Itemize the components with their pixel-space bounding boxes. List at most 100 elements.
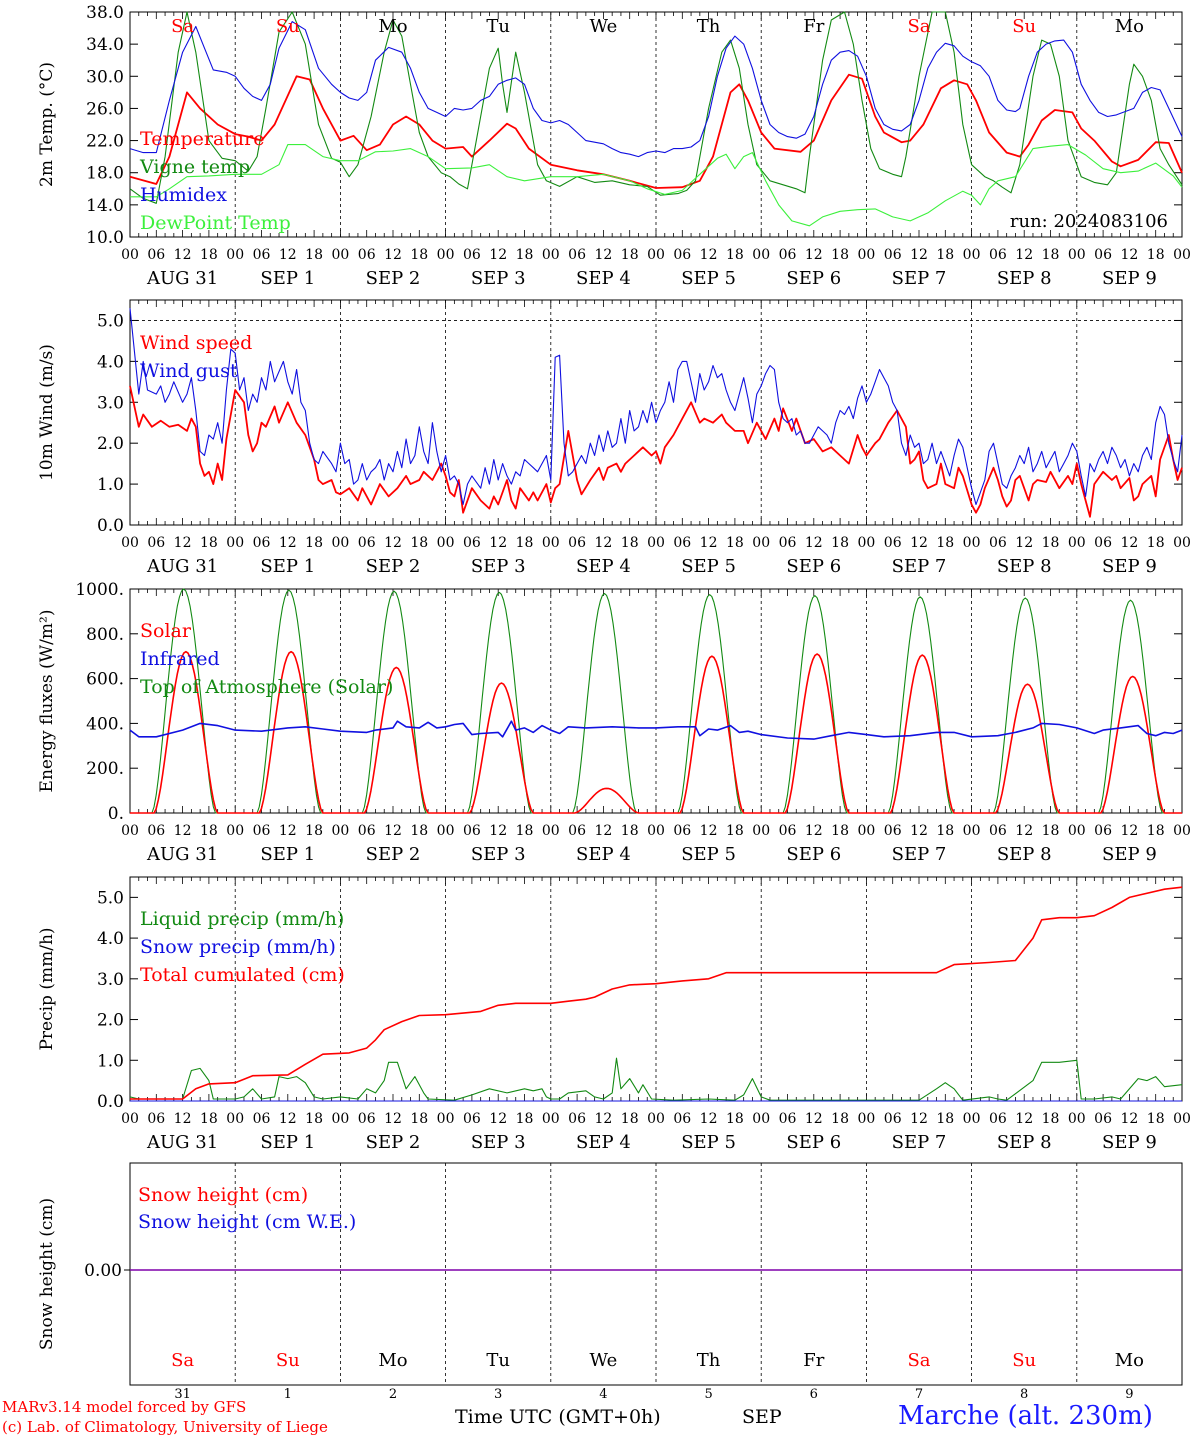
x-day-label: SEP 7 xyxy=(892,556,947,577)
series-line-total-cumulated xyxy=(130,886,1183,1100)
x-hour-label: 00 xyxy=(857,823,875,839)
x-hour-label: 06 xyxy=(673,535,691,551)
y-axis-label-0: 2m Temp. (°C) xyxy=(37,62,57,187)
x-hour-label: 00 xyxy=(226,1111,244,1127)
x-hour-label: 12 xyxy=(489,1111,507,1127)
y-tick-label: 14.0 xyxy=(86,196,124,216)
y-tick-label: 10.0 xyxy=(86,228,124,248)
weekday-label: Su xyxy=(276,1350,300,1371)
y-tick-label: 26.0 xyxy=(86,99,124,119)
x-hour-label: 00 xyxy=(542,1111,560,1127)
x-hour-label: 18 xyxy=(831,1111,849,1127)
legend-top-of-atmosphere-solar-: Top of Atmosphere (Solar) xyxy=(140,676,393,698)
x-hour-label: 06 xyxy=(253,247,271,263)
weekday-label: We xyxy=(590,1350,618,1371)
y-tick-label: 400. xyxy=(86,714,124,734)
y-tick-label: 4.0 xyxy=(97,929,124,949)
x-hour-label: 00 xyxy=(121,247,139,263)
x-hour-label: 06 xyxy=(779,247,797,263)
x-hour-label: 06 xyxy=(884,1111,902,1127)
series-line-wind-gust xyxy=(129,308,1183,506)
weekday-label: Tu xyxy=(486,1350,510,1371)
x-day-number: 6 xyxy=(810,1387,818,1402)
x-hour-label: 18 xyxy=(410,823,428,839)
legend-wind-speed: Wind speed xyxy=(140,332,252,354)
weekday-label: Mo xyxy=(378,1350,407,1371)
x-day-label: SEP 3 xyxy=(471,844,526,865)
x-hour-label: 00 xyxy=(1068,247,1086,263)
x-hour-label: 12 xyxy=(489,535,507,551)
x-day-number: 8 xyxy=(1020,1387,1028,1402)
x-hour-label: 00 xyxy=(647,823,665,839)
y-tick-label: 1000. xyxy=(75,580,124,600)
legend-dewpoint-temp: DewPoint Temp xyxy=(140,212,291,234)
weekday-label: Mo xyxy=(1115,1350,1144,1371)
x-hour-label: 18 xyxy=(1042,535,1060,551)
x-day-number: 4 xyxy=(599,1387,607,1402)
x-hour-label: 18 xyxy=(1042,247,1060,263)
legend-infrared: Infrared xyxy=(140,648,220,670)
x-hour-label: 18 xyxy=(1147,247,1165,263)
x-day-label: SEP 8 xyxy=(997,556,1052,577)
x-hour-label: 00 xyxy=(647,1111,665,1127)
x-hour-label: 06 xyxy=(989,247,1007,263)
x-day-label: SEP 2 xyxy=(366,556,421,577)
x-hour-label: 06 xyxy=(884,535,902,551)
y-tick-label: 38.0 xyxy=(86,3,124,23)
x-hour-label: 12 xyxy=(700,247,718,263)
x-hour-label: 06 xyxy=(253,535,271,551)
time-axis-label: Time UTC (GMT+0h) xyxy=(455,1406,661,1428)
y-tick-label: 3.0 xyxy=(97,393,124,413)
x-hour-label: 18 xyxy=(516,823,534,839)
x-hour-label: 18 xyxy=(516,535,534,551)
x-hour-label: 06 xyxy=(358,1111,376,1127)
weekday-label: Sa xyxy=(171,1350,194,1371)
x-hour-label: 06 xyxy=(463,1111,481,1127)
x-hour-label: 18 xyxy=(726,1111,744,1127)
y-tick-label: 0.0 xyxy=(97,1092,124,1112)
x-day-label: SEP 2 xyxy=(366,844,421,865)
x-hour-label: 00 xyxy=(857,535,875,551)
x-hour-label: 18 xyxy=(621,247,639,263)
x-hour-label: 12 xyxy=(910,535,928,551)
x-hour-label: 00 xyxy=(963,535,981,551)
x-hour-label: 12 xyxy=(489,823,507,839)
x-day-label: SEP 5 xyxy=(681,844,736,865)
x-hour-label: 12 xyxy=(594,823,612,839)
series-line-humidex xyxy=(129,21,1183,158)
x-day-number: 31 xyxy=(174,1387,191,1402)
x-hour-label: 12 xyxy=(384,823,402,839)
x-day-label: SEP 4 xyxy=(576,268,631,289)
x-hour-label: 18 xyxy=(831,247,849,263)
x-hour-label: 12 xyxy=(910,823,928,839)
weekday-label: Mo xyxy=(378,16,407,37)
x-day-label: SEP 4 xyxy=(576,556,631,577)
x-hour-label: 00 xyxy=(963,1111,981,1127)
x-hour-label: 18 xyxy=(410,1111,428,1127)
y-tick-label: 200. xyxy=(86,759,124,779)
x-hour-label: 12 xyxy=(700,1111,718,1127)
x-hour-label: 06 xyxy=(568,535,586,551)
x-hour-label: 18 xyxy=(1147,823,1165,839)
y-axis-label-4: Snow height (cm) xyxy=(37,1198,57,1350)
x-hour-label: 12 xyxy=(1015,247,1033,263)
weekday-label: Th xyxy=(697,1350,721,1371)
series-line-toa-solar xyxy=(130,588,1182,814)
x-hour-label: 06 xyxy=(1094,823,1112,839)
y-tick-label: 22.0 xyxy=(86,132,124,152)
x-day-label: SEP 5 xyxy=(681,556,736,577)
y-tick-label: 1.0 xyxy=(97,475,124,495)
x-hour-label: 00 xyxy=(963,823,981,839)
x-hour-label: 06 xyxy=(147,247,165,263)
weekday-label: Su xyxy=(1012,1350,1036,1371)
x-hour-label: 18 xyxy=(621,823,639,839)
legend-vigne-temp: Vigne temp xyxy=(139,156,250,178)
x-hour-label: 18 xyxy=(726,247,744,263)
legend-wind-gust: Wind gust xyxy=(140,360,238,382)
x-hour-label: 00 xyxy=(752,823,770,839)
panel-frame-1 xyxy=(129,299,1183,526)
y-tick-label: 4.0 xyxy=(97,352,124,372)
x-hour-label: 18 xyxy=(1147,535,1165,551)
weekday-label: Su xyxy=(1012,16,1036,37)
x-hour-label: 00 xyxy=(437,823,455,839)
